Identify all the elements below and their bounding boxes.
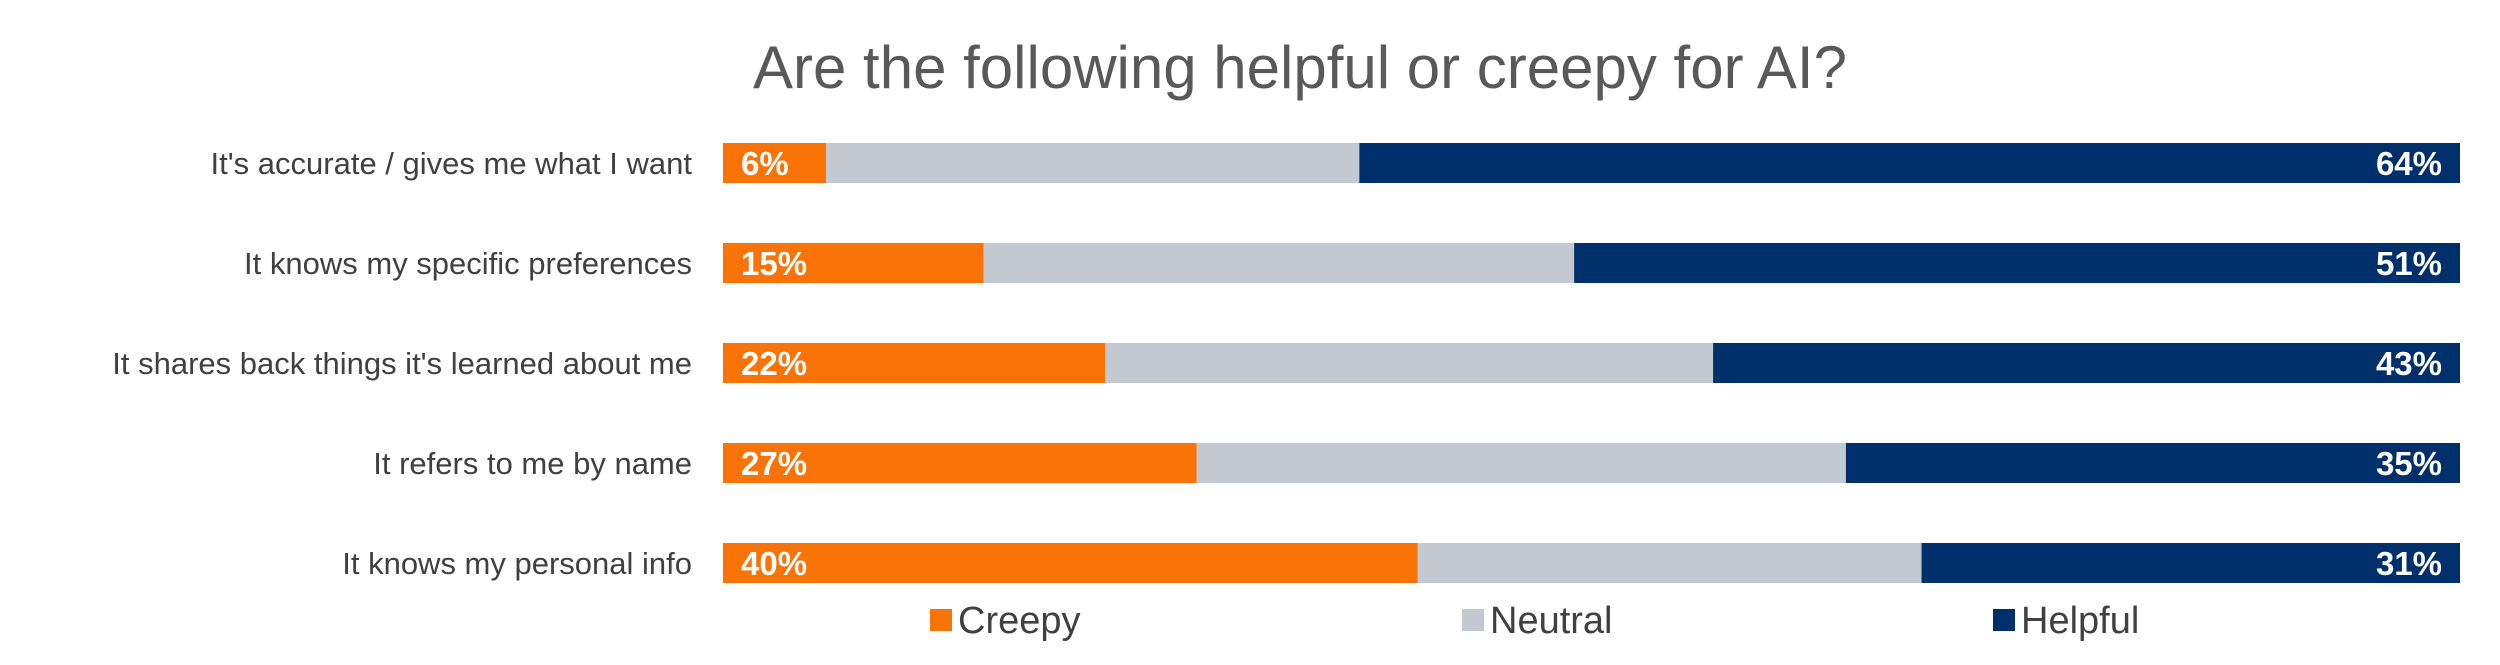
bar-segment-helpful: [1574, 243, 2460, 283]
bar-row: It knows my personal info 40% 31%: [342, 543, 2460, 583]
bar-row: It knows my specific preferences 15% 51%: [244, 243, 2460, 283]
bar-segment-helpful: [1359, 143, 2460, 183]
bar-segment-neutral: [1105, 343, 1714, 383]
category-label: It knows my personal info: [342, 546, 692, 581]
bar-segment-neutral: [983, 243, 1575, 283]
bar-segment-neutral: [1196, 443, 1846, 483]
legend-swatch: [930, 609, 952, 631]
bar-segment-creepy: [723, 243, 984, 283]
category-label: It shares back things it's learned about…: [112, 346, 692, 381]
chart-title: Are the following helpful or creepy for …: [753, 34, 1847, 101]
data-label-helpful: 64%: [2376, 145, 2442, 182]
bar-segment-neutral: [826, 143, 1360, 183]
data-label-creepy: 6%: [741, 145, 789, 182]
data-label-helpful: 31%: [2376, 545, 2442, 582]
legend: Creepy Neutral Helpful: [930, 600, 2139, 642]
category-label: It knows my specific preferences: [244, 246, 692, 281]
category-label: It refers to me by name: [373, 446, 692, 481]
bar-segment-creepy: [723, 443, 1197, 483]
bars-group: It's accurate / gives me what I want 6% 64…: [112, 143, 2460, 583]
bar-segment-helpful: [1845, 443, 2460, 483]
data-label-creepy: 15%: [741, 245, 807, 282]
legend-swatch: [1993, 609, 2015, 631]
data-label-helpful: 43%: [2376, 345, 2442, 382]
legend-item-neutral: Neutral: [1462, 600, 1613, 642]
bar-segment-neutral: [1417, 543, 1922, 583]
bar-row: It refers to me by name 27% 35%: [373, 443, 2460, 483]
data-label-creepy: 40%: [741, 545, 807, 582]
legend-item-creepy: Creepy: [930, 600, 1081, 642]
category-label: It's accurate / gives me what I want: [211, 146, 693, 181]
bar-segment-helpful: [1713, 343, 2460, 383]
bar-segment-creepy: [723, 343, 1106, 383]
data-label-creepy: 27%: [741, 445, 807, 482]
data-label-helpful: 51%: [2376, 245, 2442, 282]
bar-row: It's accurate / gives me what I want 6% 64…: [211, 143, 2460, 183]
legend-label: Neutral: [1490, 600, 1613, 642]
bar-segment-creepy: [723, 543, 1418, 583]
legend-item-helpful: Helpful: [1993, 600, 2139, 642]
legend-swatch: [1462, 609, 1484, 631]
data-label-creepy: 22%: [741, 345, 807, 382]
legend-label: Helpful: [2021, 600, 2139, 642]
legend-label: Creepy: [958, 600, 1081, 642]
bar-row: It shares back things it's learned about…: [112, 343, 2460, 383]
data-label-helpful: 35%: [2376, 445, 2442, 482]
bar-segment-creepy: [723, 143, 827, 183]
bar-segment-helpful: [1921, 543, 2460, 583]
